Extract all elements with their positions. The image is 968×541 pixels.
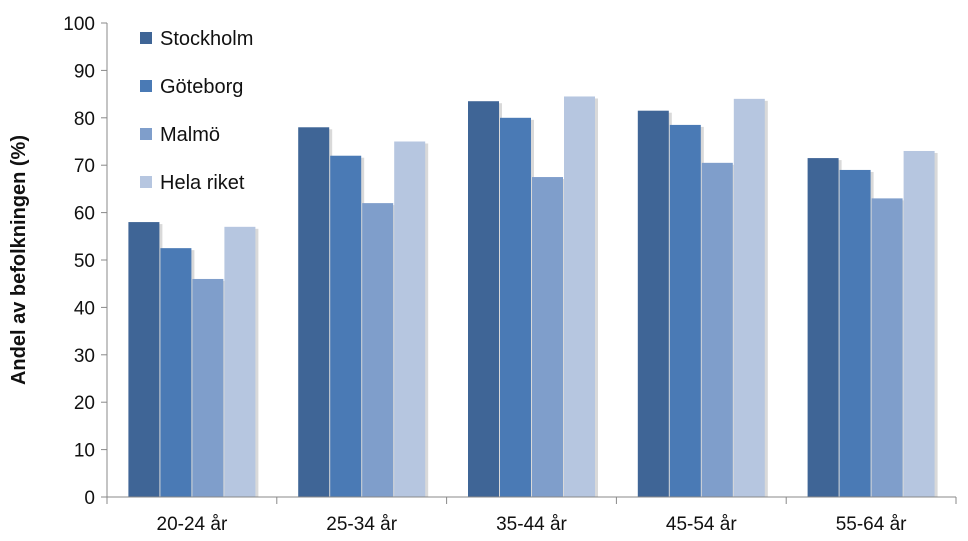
y-axis-label: Andel av befolkningen (%) (8, 135, 30, 385)
bar (298, 127, 330, 497)
bar (733, 98, 765, 497)
bar (500, 117, 531, 498)
bars-layer (128, 96, 938, 498)
y-tick-label: 0 (84, 488, 95, 509)
bar (224, 226, 256, 497)
legend-label: Stockholm (160, 28, 253, 50)
x-tick-label: 20-24 år (157, 514, 228, 535)
legend-label: Hela riket (160, 172, 245, 194)
bar (839, 169, 871, 497)
y-tick-label: 60 (74, 204, 95, 225)
y-tick-label: 90 (74, 61, 95, 82)
y-tick-label: 10 (74, 441, 95, 462)
bar (701, 162, 733, 497)
y-ticks: 0 10 20 30 40 50 60 70 80 90 100 (63, 14, 107, 509)
legend-swatch (140, 176, 152, 188)
y-tick-label: 70 (74, 156, 95, 177)
bar (128, 222, 160, 497)
y-tick-label: 80 (74, 109, 95, 130)
bar (564, 96, 595, 497)
bar (192, 278, 224, 497)
bar (637, 110, 669, 497)
bar (330, 155, 362, 497)
legend-label: Malmö (160, 124, 220, 146)
legend-swatch (140, 32, 152, 44)
x-tick-label: 25-34 år (326, 514, 397, 535)
bar (669, 124, 701, 497)
bar (871, 198, 903, 497)
bar (160, 248, 192, 497)
bar (903, 150, 935, 498)
bar (394, 141, 426, 497)
x-tick-label: 45-54 år (666, 514, 737, 535)
legend-swatch (140, 128, 152, 140)
bar (532, 177, 563, 498)
y-tick-label: 20 (74, 393, 95, 414)
x-tick-label: 35-44 år (496, 514, 567, 535)
legend-swatch (140, 80, 152, 92)
legend-label: Göteborg (160, 76, 243, 98)
y-tick-label: 40 (74, 298, 95, 319)
bar (468, 101, 499, 498)
x-ticks: 20-24 år 25-34 år 35-44 år 45-54 år 55-64 år (106, 497, 957, 535)
x-tick-label: 55-64 år (836, 514, 907, 535)
legend: Stockholm Göteborg Malmö Hela riket (140, 28, 253, 194)
bar (807, 158, 839, 497)
y-tick-label: 100 (63, 14, 95, 35)
y-tick-label: 30 (74, 346, 95, 367)
bar (362, 203, 394, 497)
y-tick-label: 50 (74, 251, 95, 272)
